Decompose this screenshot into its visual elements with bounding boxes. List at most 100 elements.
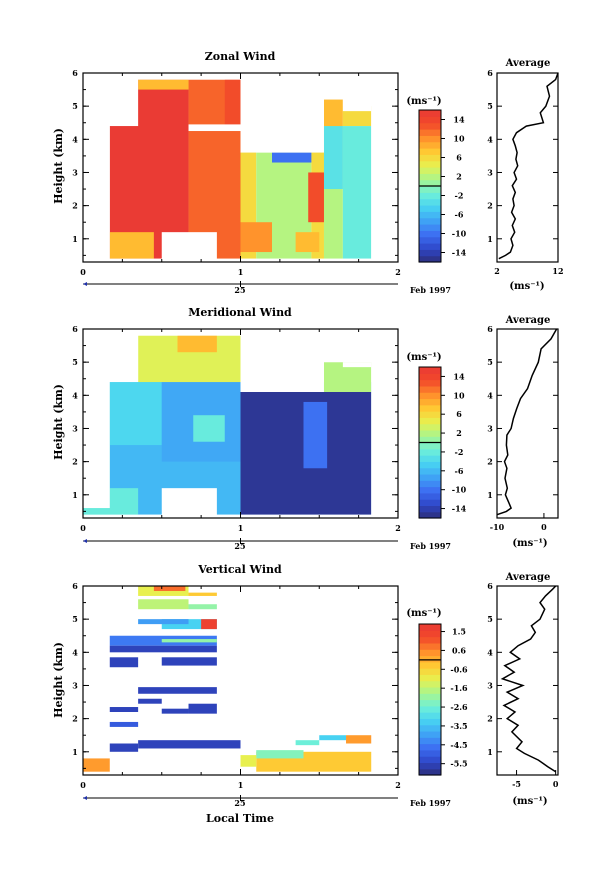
profile-y-tick-label: 1 [487,747,493,757]
colorbar-tick-label: -3.5 [450,721,467,731]
meridional-wind-title: Meridional Wind [188,306,292,319]
field-cell [83,758,110,772]
vertical-wind-profile-xlabel: (ms⁻¹) [512,796,547,807]
x-tick-label: 0 [80,267,86,277]
zonal-wind-title: Zonal Wind [205,50,276,63]
y-tick-label: 5 [72,101,78,111]
profile-x-tick-label: -10 [490,522,505,532]
colorbar-band [419,373,441,381]
field-cell [240,755,257,767]
colorbar-tick-label: 10 [453,134,465,144]
colorbar-band [419,429,441,437]
field-cell [161,639,217,643]
y-tick-label: 3 [72,423,78,433]
profile-y-tick-label: 4 [487,134,493,144]
colorbar-band [419,693,441,701]
field-cell [188,592,217,596]
meridional-wind-profile-xlabel: (ms⁻¹) [512,538,547,549]
vertical-wind-date-label: Feb 1997 [410,798,451,808]
field-cell [138,740,241,749]
data-gap [138,73,241,80]
colorbar-band [419,756,441,764]
colorbar-band [419,255,441,263]
colorbar-band [419,392,441,400]
x-tick-label: 0 [80,523,86,533]
colorbar-band [419,680,441,688]
data-gap [138,329,241,336]
field-cell [138,619,189,625]
field-cell [109,645,217,653]
date-axis-marker [83,796,87,800]
colorbar-band [419,686,441,694]
meridional-wind-date-tick: 25 [234,541,245,551]
data-gap [342,362,372,368]
field-cell [109,707,139,712]
colorbar-band [419,236,441,244]
colorbar-band [419,712,441,719]
vertical-wind-colorbar-unit: (ms⁻¹) [406,608,441,619]
colorbar-band [419,141,441,149]
data-gap [342,99,372,112]
field-cell [109,657,139,668]
meridional-wind-colorbar: 14 10 6 2 -2 -6 -10 -14 [418,366,467,519]
y-tick-label: 4 [72,390,78,400]
profile-y-tick-label: 3 [487,423,493,433]
colorbar-band [419,205,441,212]
colorbar-band [419,211,441,219]
zonal-wind-profile-title: Average [505,58,551,69]
colorbar-band [419,636,441,644]
y-tick-label: 1 [72,234,78,244]
colorbar-band [419,249,441,257]
data-gap [83,126,110,262]
colorbar-band [419,455,441,462]
colorbar-band [419,192,441,200]
vertical-wind-date-axis [83,795,398,801]
x-tick-label: 0 [80,780,86,790]
profile-y-tick-label: 6 [487,68,493,78]
y-tick-label: 4 [72,647,78,657]
x-tick-label: 2 [395,780,401,790]
field-cell [201,619,217,630]
field-cell [177,335,217,353]
colorbar-tick-label: -0.6 [450,664,468,674]
field-cell [188,604,217,610]
y-tick-label: 2 [72,457,78,467]
y-tick-label: 4 [72,134,78,144]
profile-y-tick-label: 2 [487,457,493,467]
y-tick-label: 1 [72,490,78,500]
colorbar-tick-label: 6 [456,409,462,419]
data-gap [240,73,324,153]
field-cell [319,735,347,741]
meridional-wind-profile-title: Average [505,315,551,326]
profile-x-tick-label: 0 [553,779,559,789]
colorbar-band [419,705,441,713]
field-cell [188,703,217,714]
profile-x-tick-label: 12 [552,266,563,276]
meridional-wind-profile: 1 2 3 4 5 6 -10 0 [487,324,559,532]
profile-y-tick-label: 2 [487,201,493,211]
vertical-wind-colorbar: 1.5 0.6 -0.6 -1.6 -2.6 -3.5 -4.5 -5.5 [418,623,468,776]
zonal-wind-date-axis [83,281,398,287]
profile-frame [496,328,559,519]
field-cell [224,79,241,127]
colorbar-band [419,743,441,751]
date-axis-marker [83,539,87,543]
colorbar-tick-label: 6 [456,153,462,163]
data-gap [323,73,372,100]
meridional-wind-ylabel: Height (km) [52,384,65,460]
colorbar-tick-label: -14 [452,504,467,514]
data-gap [371,73,398,262]
meridional-wind-date-label: Feb 1997 [410,541,451,551]
colorbar-frame [418,623,442,776]
colorbar-band [419,668,441,675]
field-cell [138,698,162,704]
colorbar-band [419,385,441,393]
colorbar-band [419,230,441,238]
colorbar-band [419,461,441,469]
y-tick-label: 2 [72,201,78,211]
colorbar-tick-label: -2.6 [450,702,468,712]
colorbar-band [419,122,441,130]
colorbar-band [419,718,441,726]
